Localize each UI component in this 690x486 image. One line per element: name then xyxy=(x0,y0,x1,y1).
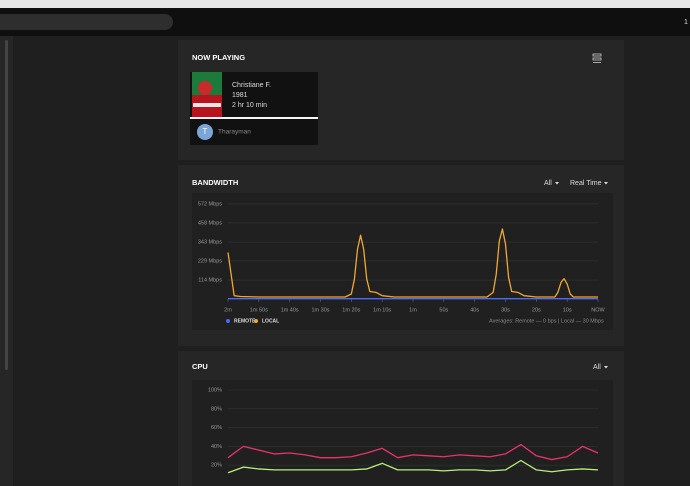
x-tick-label: 1m 10s xyxy=(373,307,391,313)
y-tick-label: 100% xyxy=(208,387,222,393)
panel-title: NOW PLAYING xyxy=(192,53,245,62)
legend-swatch xyxy=(254,319,258,323)
x-tick-label: 10s xyxy=(563,307,572,313)
progress-bar xyxy=(190,117,318,119)
x-tick-label: 1m 50s xyxy=(250,307,268,313)
x-tick-label: 1m xyxy=(409,307,417,313)
media-title: Christiane F. xyxy=(232,82,271,89)
avatar xyxy=(197,124,213,140)
chart-footer: Averages: Remote — 0 bps | Local — 30 Mb… xyxy=(489,318,604,324)
y-tick-label: 458 Mbps xyxy=(198,220,222,226)
media-duration: 2 hr 10 min xyxy=(232,102,267,109)
series-line xyxy=(227,443,599,461)
plot-area xyxy=(192,380,613,486)
x-tick-label: 1m 20s xyxy=(342,307,360,313)
y-tick-label: 40% xyxy=(211,444,222,450)
poster xyxy=(192,72,222,117)
y-tick-label: 114 Mbps xyxy=(198,278,222,284)
x-tick-label: 2m xyxy=(224,307,232,313)
x-tick-label: 40s xyxy=(470,307,479,313)
caret xyxy=(555,182,559,185)
x-tick-label: 50s xyxy=(439,307,448,313)
series-line xyxy=(227,228,598,298)
browser-chrome xyxy=(0,0,690,8)
filter-dropdown[interactable]: All xyxy=(593,364,601,371)
x-tick-label: NOW xyxy=(591,307,605,313)
top-counter: 1 xyxy=(684,19,688,26)
caret xyxy=(604,182,608,185)
plot-area xyxy=(192,193,613,330)
x-tick-label: 30s xyxy=(501,307,510,313)
user-name: Tharayman xyxy=(218,129,251,136)
y-tick-label: 20% xyxy=(211,463,222,469)
chart-title: BANDWIDTH xyxy=(192,178,238,187)
search-box[interactable] xyxy=(0,14,173,30)
y-tick-label: 572 Mbps xyxy=(198,201,222,207)
x-tick-label: 1m 40s xyxy=(281,307,299,313)
legend-label: LOCAL xyxy=(262,318,279,324)
y-tick-label: 229 Mbps xyxy=(198,258,222,264)
series-line xyxy=(227,459,599,474)
y-tick-label: 343 Mbps xyxy=(198,239,222,245)
filter-dropdown[interactable]: All xyxy=(544,180,552,187)
menu-icon[interactable] xyxy=(592,53,602,63)
caret xyxy=(604,366,608,369)
x-tick-label: 20s xyxy=(532,307,541,313)
x-tick-label: 1m 30s xyxy=(311,307,329,313)
scrollbar[interactable] xyxy=(5,40,8,370)
y-tick-label: 60% xyxy=(211,425,222,431)
legend-label: REMOTE xyxy=(234,318,256,324)
avatar-initial: T xyxy=(203,127,208,136)
filter-dropdown[interactable]: Real Time xyxy=(570,180,602,187)
media-year: 1981 xyxy=(232,92,248,99)
legend-swatch xyxy=(226,319,230,323)
chart-title: CPU xyxy=(192,362,208,371)
y-tick-label: 80% xyxy=(211,406,222,412)
